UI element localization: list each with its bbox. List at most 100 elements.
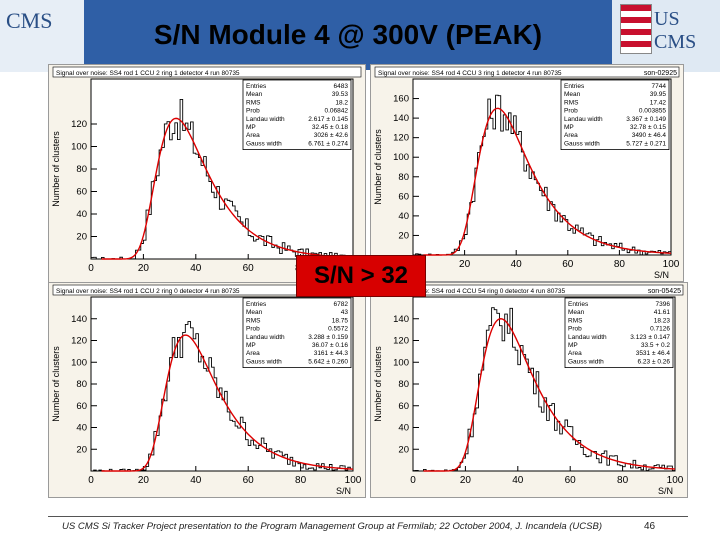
y-tick-label: 60 bbox=[76, 401, 87, 412]
stats-label: RMS bbox=[568, 317, 583, 324]
stats-value: 5.642 ± 0.260 bbox=[308, 358, 348, 365]
histogram-svg: Signal over noise: SS4 rod 1 CCU 2 ring … bbox=[51, 66, 362, 284]
x-tick-label: 40 bbox=[512, 475, 524, 486]
sn-callout: S/N > 32 bbox=[296, 255, 426, 297]
y-axis-label: Number of clusters bbox=[373, 129, 383, 205]
y-tick-label: 120 bbox=[393, 133, 409, 144]
stats-value: 3161 ± 44.3 bbox=[314, 350, 349, 357]
stats-value: 0.003855 bbox=[639, 108, 666, 115]
y-tick-label: 80 bbox=[76, 379, 87, 390]
histogram-title: Signal over noise: SS4 rod 4 CCU 54 ring… bbox=[378, 288, 566, 295]
stats-label: Landau width bbox=[564, 116, 603, 123]
stats-label: MP bbox=[568, 342, 578, 349]
stats-value: 32.78 ± 0.15 bbox=[630, 124, 666, 131]
x-tick-label: 80 bbox=[617, 475, 629, 486]
title-banner bbox=[84, 0, 612, 70]
stats-value: 17.42 bbox=[650, 99, 667, 106]
stats-value: 36.07 ± 0.16 bbox=[312, 342, 348, 349]
stats-value: 39.95 bbox=[650, 91, 667, 98]
y-tick-label: 140 bbox=[393, 113, 409, 124]
fit-curve bbox=[101, 117, 354, 260]
x-tick-label: 80 bbox=[614, 259, 626, 270]
x-tick-label: 60 bbox=[243, 263, 255, 274]
stats-value: 7744 bbox=[652, 83, 667, 90]
x-axis-label: S/N bbox=[654, 270, 669, 280]
stats-label: RMS bbox=[246, 99, 261, 106]
stats-value: 3.123 ± 0.147 bbox=[630, 334, 670, 341]
histogram-title-box bbox=[374, 66, 680, 78]
histogram-panel-bottom-right: Signal over noise: SS4 rod 4 CCU 54 ring… bbox=[370, 282, 688, 498]
us-cms-logo: US CMS bbox=[612, 0, 720, 72]
y-tick-label: 40 bbox=[76, 423, 87, 434]
stats-label: Gauss width bbox=[568, 358, 604, 365]
x-tick-label: 40 bbox=[190, 475, 202, 486]
stats-value: 3.367 ± 0.149 bbox=[626, 116, 666, 123]
x-tick-label: 100 bbox=[345, 475, 362, 486]
stats-value: 39.53 bbox=[332, 91, 349, 98]
y-tick-label: 120 bbox=[393, 336, 409, 347]
y-tick-label: 80 bbox=[398, 379, 409, 390]
y-tick-label: 40 bbox=[398, 211, 409, 222]
histogram-panel-bottom-left: Signal over noise: SS4 rod 1 CCU 2 ring … bbox=[48, 282, 366, 498]
y-tick-label: 100 bbox=[393, 357, 409, 368]
stats-label: Landau width bbox=[246, 334, 285, 341]
histogram-title: Signal over noise: SS4 rod 4 CCU 3 ring … bbox=[378, 70, 562, 77]
histogram-title: Signal over noise: SS4 rod 1 CCU 2 ring … bbox=[56, 288, 240, 295]
y-tick-label: 120 bbox=[71, 336, 87, 347]
fit-curve bbox=[423, 318, 676, 472]
y-tick-label: 120 bbox=[71, 119, 87, 130]
stats-box bbox=[564, 297, 674, 368]
stats-label: Entries bbox=[246, 83, 267, 90]
y-tick-label: 80 bbox=[76, 164, 87, 175]
flag-icon bbox=[620, 4, 652, 54]
stats-label: Mean bbox=[246, 91, 263, 98]
stats-label: Landau width bbox=[568, 334, 607, 341]
x-tick-label: 20 bbox=[460, 475, 472, 486]
cms-logo-text: CMS bbox=[6, 8, 53, 33]
stats-value: 41.61 bbox=[654, 309, 671, 316]
stats-label: Entries bbox=[568, 301, 589, 308]
stats-value: 6.761 ± 0.274 bbox=[308, 140, 348, 147]
x-tick-label: 0 bbox=[88, 475, 94, 486]
stats-label: Area bbox=[246, 350, 260, 357]
y-axis-label: Number of clusters bbox=[373, 346, 383, 422]
y-tick-label: 60 bbox=[398, 401, 409, 412]
stats-label: RMS bbox=[564, 99, 579, 106]
y-axis-label: Number of clusters bbox=[51, 131, 61, 207]
stats-value: 43 bbox=[341, 309, 349, 316]
histogram-title-box bbox=[52, 66, 362, 78]
stats-value: 33.5 + 0.2 bbox=[641, 342, 670, 349]
stats-label: Entries bbox=[564, 83, 585, 90]
stats-label: MP bbox=[564, 124, 574, 131]
stats-value: 18.2 bbox=[335, 99, 348, 106]
stats-value: 7396 bbox=[656, 301, 671, 308]
histogram-tag: son-02925 bbox=[644, 70, 677, 77]
histogram-tag: son-05425 bbox=[648, 288, 681, 295]
stats-value: 6483 bbox=[334, 83, 349, 90]
stats-label: MP bbox=[246, 342, 256, 349]
y-tick-label: 100 bbox=[71, 142, 87, 153]
y-tick-label: 160 bbox=[393, 94, 409, 105]
histogram-title: Signal over noise: SS4 rod 1 CCU 2 ring … bbox=[56, 70, 240, 77]
stats-value: 6782 bbox=[334, 301, 349, 308]
histogram-svg: Signal over noise: SS4 rod 4 CCU 3 ring … bbox=[373, 66, 680, 280]
stats-box bbox=[242, 79, 352, 150]
x-tick-label: 80 bbox=[295, 475, 307, 486]
slide-title: S/N Module 4 @ 300V (PEAK) bbox=[153, 19, 543, 50]
stats-value: 18.75 bbox=[332, 317, 349, 324]
y-tick-label: 60 bbox=[398, 191, 409, 202]
x-tick-label: 60 bbox=[565, 475, 577, 486]
stats-label: Gauss width bbox=[246, 140, 282, 147]
y-axis-label: Number of clusters bbox=[51, 346, 61, 422]
y-tick-label: 20 bbox=[76, 444, 87, 455]
y-tick-label: 40 bbox=[398, 423, 409, 434]
stats-label: Gauss width bbox=[564, 140, 600, 147]
page-number: 46 bbox=[644, 521, 656, 532]
y-tick-label: 100 bbox=[393, 152, 409, 163]
stats-value: 32.45 ± 0.18 bbox=[312, 124, 348, 131]
x-tick-label: 60 bbox=[243, 475, 255, 486]
stats-value: 3531 ± 46.4 bbox=[636, 350, 671, 357]
x-tick-label: 0 bbox=[88, 263, 94, 274]
y-tick-label: 40 bbox=[76, 209, 87, 220]
